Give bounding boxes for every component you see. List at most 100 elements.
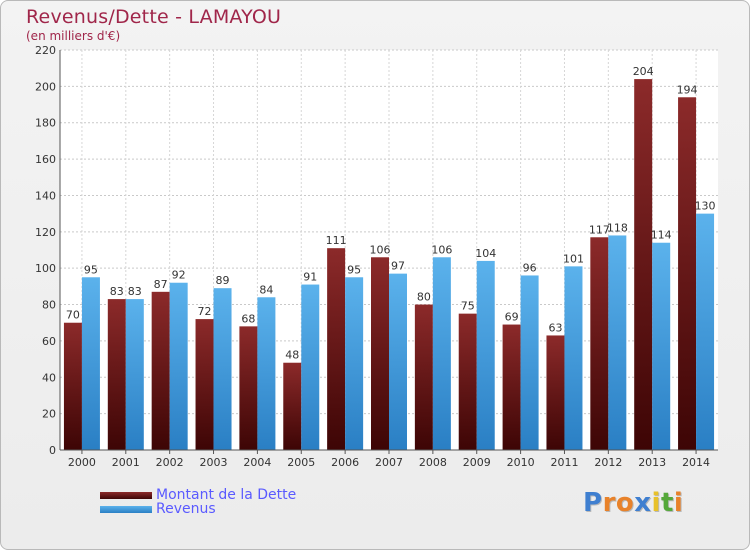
bar-value-label: 114: [651, 229, 672, 242]
bar-revenus: [696, 213, 715, 450]
bar-value-label: 68: [241, 312, 255, 325]
bar-revenus: [564, 266, 583, 450]
bar-value-label: 87: [154, 278, 168, 291]
y-tick-label: 100: [35, 262, 56, 275]
bar-value-label: 204: [633, 65, 654, 78]
bar-revenus: [476, 260, 495, 450]
y-tick-label: 220: [35, 44, 56, 57]
bar-revenus: [652, 242, 671, 450]
bar-value-label: 48: [285, 349, 299, 362]
legend-label-revenus: Revenus: [156, 501, 216, 517]
bars-layer: [63, 79, 715, 450]
bar-value-label: 96: [523, 261, 537, 274]
bar-value-label: 84: [259, 283, 273, 296]
logo-letter: r: [602, 488, 616, 518]
bar-revenus: [169, 282, 188, 450]
logo-letter: P: [583, 488, 603, 518]
bar-dette: [414, 304, 433, 450]
bar-value-label: 89: [216, 274, 230, 287]
bar-value-label: 130: [695, 200, 716, 213]
bar-revenus: [125, 299, 144, 450]
bar-value-label: 83: [128, 285, 142, 298]
x-tick-label: 2010: [507, 456, 535, 469]
bar-revenus: [345, 277, 364, 450]
bar-revenus: [520, 275, 539, 450]
bar-dette: [195, 319, 214, 450]
x-tick-label: 2001: [112, 456, 140, 469]
y-tick-label: 40: [42, 371, 56, 384]
bar-dette: [590, 237, 609, 450]
bar-value-label: 118: [607, 221, 628, 234]
x-tick-label: 2011: [550, 456, 578, 469]
y-tick-label: 180: [35, 117, 56, 130]
bar-value-label: 104: [475, 247, 496, 260]
bar-value-label: 111: [326, 234, 347, 247]
y-tick-label: 120: [35, 226, 56, 239]
bar-value-label: 95: [84, 263, 98, 276]
x-tick-label: 2007: [375, 456, 403, 469]
y-tick-label: 20: [42, 408, 56, 421]
x-tick-label: 2009: [463, 456, 491, 469]
legend-item-dette: Montant de la Dette: [100, 487, 296, 503]
x-tick-label: 2005: [287, 456, 315, 469]
bar-dette: [151, 291, 170, 450]
bar-dette: [107, 299, 126, 450]
bar-revenus: [608, 235, 627, 450]
legend-swatch-revenus: [100, 505, 152, 513]
bar-value-label: 72: [198, 305, 212, 318]
y-tick-label: 140: [35, 189, 56, 202]
bar-dette: [502, 324, 521, 450]
x-tick-label: 2002: [156, 456, 184, 469]
bar-value-label: 101: [563, 252, 584, 265]
x-tick-label: 2012: [594, 456, 622, 469]
bar-value-label: 95: [347, 263, 361, 276]
y-tick-label: 80: [42, 299, 56, 312]
bar-revenus: [389, 273, 407, 450]
bar-value-label: 91: [303, 271, 317, 284]
bar-value-label: 69: [505, 311, 519, 324]
bar-dette: [327, 248, 346, 450]
chart-subtitle: (en milliers d'€): [26, 29, 121, 43]
logo-letter: t: [660, 488, 674, 518]
bar-revenus: [81, 277, 100, 450]
bar-value-label: 106: [431, 243, 452, 256]
bar-dette: [634, 79, 653, 450]
logo-letter: i: [673, 488, 684, 518]
x-tick-label: 2000: [68, 456, 96, 469]
bar-revenus: [432, 257, 451, 450]
bar-dette: [371, 257, 389, 450]
bar-value-label: 194: [677, 83, 698, 96]
bar-dette: [63, 322, 82, 450]
x-tick-label: 2008: [419, 456, 447, 469]
y-tick-label: 200: [35, 80, 56, 93]
x-tick-label: 2006: [331, 456, 359, 469]
bar-dette: [458, 313, 477, 450]
bar-revenus: [301, 284, 320, 450]
bar-value-label: 92: [172, 269, 186, 282]
logo-letter: i: [651, 488, 661, 518]
bar-value-label: 80: [417, 291, 431, 304]
legend-swatch-dette: [100, 491, 152, 499]
legend-item-revenus: Revenus: [100, 501, 216, 517]
bar-value-label: 106: [370, 243, 391, 256]
y-tick-label: 0: [49, 444, 56, 457]
bar-value-label: 97: [391, 260, 405, 273]
bar-value-label: 70: [66, 309, 80, 322]
y-tick-label: 60: [42, 335, 56, 348]
y-tick-label: 160: [35, 153, 56, 166]
proxiti-logo: Proxiti: [583, 488, 683, 518]
logo-letter: x: [634, 488, 652, 518]
axis-layer: 0 20 40 60 80 100 120 140 160 180 200 220 2000 2001 20…: [35, 44, 718, 469]
legend-label-dette: Montant de la Dette: [156, 487, 297, 503]
bar-value-label: 63: [548, 321, 562, 334]
bar-dette: [239, 326, 258, 450]
bar-dette: [546, 335, 565, 450]
bar-revenus: [213, 288, 232, 450]
logo-letter: o: [615, 488, 635, 518]
x-tick-label: 2003: [200, 456, 228, 469]
bar-dette: [678, 97, 697, 450]
bar-revenus: [257, 297, 276, 450]
bar-value-label: 117: [589, 223, 610, 236]
